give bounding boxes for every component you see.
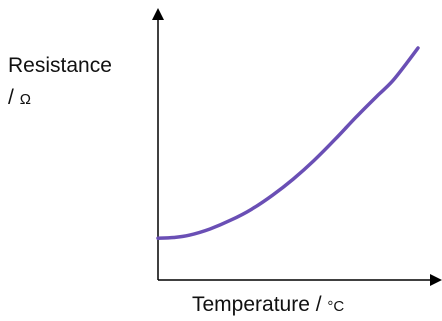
series-layer bbox=[156, 46, 420, 240]
x-axis-label-name: Temperature / bbox=[192, 293, 322, 316]
x-axis-label: Temperature / °C bbox=[192, 292, 344, 320]
y-axis-unit: Ω bbox=[19, 91, 31, 108]
y-axis-label-sep: / bbox=[8, 86, 14, 109]
y-axis-label-name: Resistance bbox=[8, 54, 112, 77]
y-axis-label-unit-line: / Ω bbox=[8, 82, 112, 116]
series-line-0 bbox=[156, 46, 420, 240]
y-axis-label: Resistance / Ω bbox=[8, 50, 112, 116]
x-axis-unit: °C bbox=[327, 298, 345, 315]
